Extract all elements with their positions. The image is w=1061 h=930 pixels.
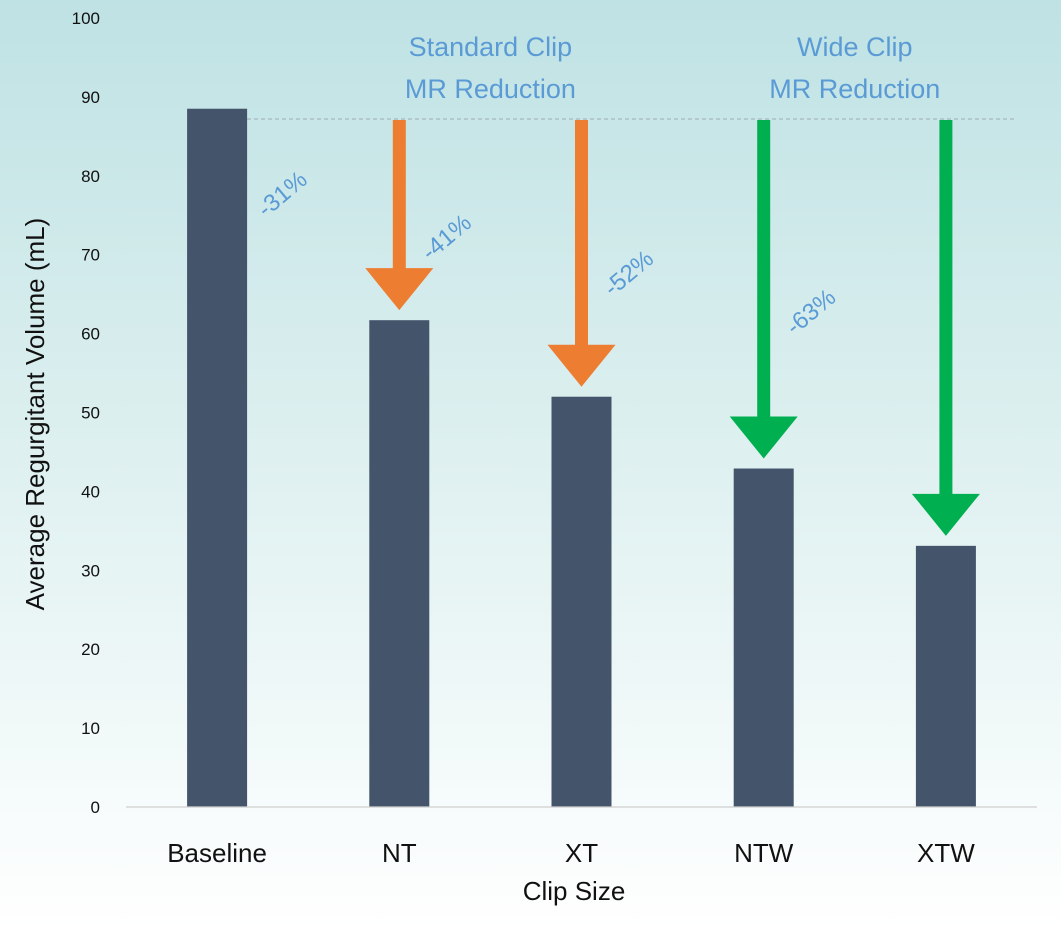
- x-category-label: Baseline: [167, 838, 267, 868]
- y-tick-label: 100: [72, 9, 100, 28]
- bar-xtw: [915, 545, 976, 807]
- bar-xt: [551, 396, 612, 807]
- arrow-shaft: [757, 119, 771, 418]
- bar-nt: [369, 320, 430, 807]
- arrow-shaft: [939, 119, 953, 495]
- bar-baseline: [187, 108, 248, 808]
- group-labels: Standard Clip MR Reduction Wide Clip MR Red…: [405, 32, 940, 104]
- group-label-line1: Standard Clip: [409, 32, 573, 62]
- reduction-percent-label: -41%: [417, 209, 477, 266]
- reduction-arrows: [365, 119, 980, 536]
- y-tick-label: 50: [81, 404, 100, 423]
- reduction-percent-label: -31%: [252, 166, 312, 223]
- bars: [187, 108, 976, 808]
- arrow-head: [729, 416, 798, 459]
- y-tick-label: 40: [81, 482, 100, 501]
- arrow-head: [547, 344, 616, 387]
- y-tick-label: 10: [81, 719, 100, 738]
- x-category-label: XTW: [917, 838, 975, 868]
- y-tick-label: 0: [91, 798, 100, 817]
- x-axis-title: Clip Size: [523, 876, 626, 906]
- group-label-line2: MR Reduction: [405, 74, 576, 104]
- reduction-percent-label: -52%: [599, 245, 659, 302]
- y-tick-label: 20: [81, 640, 100, 659]
- arrow-shaft: [392, 119, 406, 270]
- arrow-head: [365, 268, 434, 311]
- y-axis-title: Average Regurgitant Volume (mL): [20, 218, 50, 611]
- y-tick-label: 80: [81, 167, 100, 186]
- arrow-shaft: [575, 119, 588, 346]
- y-axis-ticks: 0 10 20 30 40 50 60 70 80 90 100: [72, 9, 100, 817]
- group-label-line2: MR Reduction: [769, 74, 940, 104]
- reduction-percent-labels: -31% -41% -52% -63%: [252, 166, 841, 341]
- x-category-label: NT: [382, 838, 417, 868]
- y-tick-label: 30: [81, 561, 100, 580]
- reduction-percent-label: -63%: [781, 284, 841, 341]
- y-tick-label: 70: [81, 246, 100, 265]
- x-category-label: NTW: [734, 838, 794, 868]
- y-tick-label: 60: [81, 325, 100, 344]
- x-axis-categories: Baseline NT XT NTW XTW: [167, 838, 975, 868]
- bar-ntw: [733, 468, 794, 807]
- group-label-line1: Wide Clip: [797, 32, 913, 62]
- x-category-label: XT: [565, 838, 598, 868]
- y-tick-label: 90: [81, 88, 100, 107]
- arrow-head: [911, 493, 980, 536]
